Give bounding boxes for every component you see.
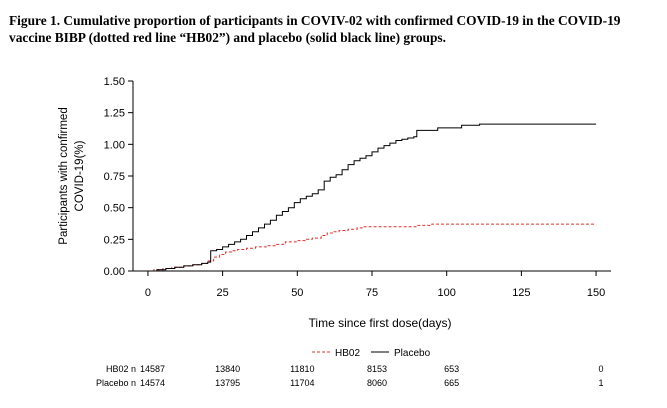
x-tick-label: 100 xyxy=(438,287,456,299)
risk-cell: 0 xyxy=(599,364,604,374)
risk-cell: 11810 xyxy=(290,364,314,374)
y-tick-label: 0.50 xyxy=(104,203,125,215)
x-tick-label: 25 xyxy=(217,287,229,299)
risk-cell: 665 xyxy=(444,378,459,388)
y-tick-label: 1.25 xyxy=(104,108,125,120)
y-tick-label: 1.50 xyxy=(104,76,125,88)
x-tick-label: 0 xyxy=(145,287,151,299)
y-axis-label-line: Participants with confirmed xyxy=(58,107,70,244)
legend-label-hb02: HB02 xyxy=(335,348,360,359)
risk-cell: 11704 xyxy=(290,378,314,388)
risk-cell: 13795 xyxy=(215,378,240,388)
risk-cell: 14574 xyxy=(140,378,165,388)
risk-row-label: Placebo n xyxy=(96,378,136,388)
risk-cell: 8153 xyxy=(367,364,387,374)
y-tick-label: 1.00 xyxy=(104,139,125,151)
risk-cell: 14587 xyxy=(140,364,165,374)
figure-caption: Figure 1. Cumulative proportion of parti… xyxy=(9,13,621,45)
series-line-hb02 xyxy=(147,223,597,272)
x-tick-label: 125 xyxy=(512,287,530,299)
x-tick-label: 75 xyxy=(366,287,378,299)
risk-cell: 8060 xyxy=(367,378,387,388)
legend-label-placebo: Placebo xyxy=(394,348,431,359)
y-axis-label: Participants with confirmed COVID-19(%) xyxy=(58,107,86,244)
risk-cell: 1 xyxy=(599,378,604,388)
y-tick-label: 0.25 xyxy=(104,234,125,246)
series-line-placebo xyxy=(147,123,597,272)
y-tick-label: 0.00 xyxy=(104,266,125,278)
risk-cell: 13840 xyxy=(215,364,240,374)
risk-cell: 653 xyxy=(444,364,459,374)
y-tick-label: 0.75 xyxy=(104,171,125,183)
y-axis-label-line: COVID-19(%) xyxy=(74,140,86,211)
risk-row-label: HB02 n xyxy=(106,364,136,374)
x-axis-label: Time since first dose(days) xyxy=(309,316,452,330)
x-tick-label: 150 xyxy=(587,287,605,299)
x-tick-label: 50 xyxy=(291,287,303,299)
